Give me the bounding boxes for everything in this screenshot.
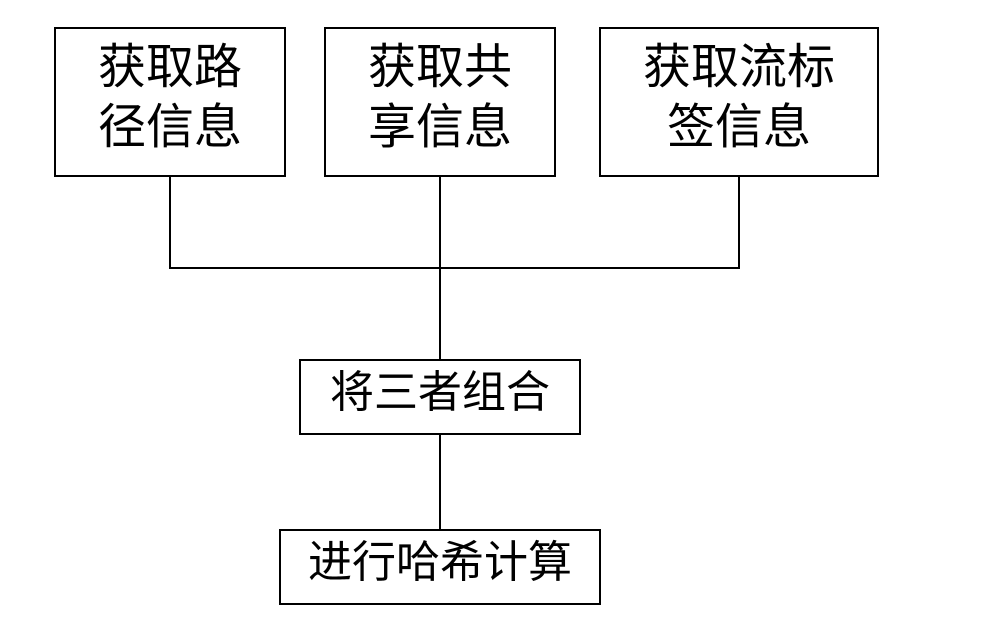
flow-node-label: 将三者组合 bbox=[330, 368, 550, 417]
flow-node-label: 进行哈希计算 bbox=[308, 538, 572, 587]
flow-node-label: 获取共 bbox=[368, 41, 512, 94]
flow-node-label: 径信息 bbox=[98, 101, 242, 154]
flow-node-label: 签信息 bbox=[667, 101, 811, 154]
flow-node-label: 获取流标 bbox=[643, 41, 835, 94]
flow-node-label: 获取路 bbox=[98, 41, 242, 94]
flow-node-label: 享信息 bbox=[368, 101, 512, 154]
flowchart-canvas: 获取路径信息 获取共享信息 获取流标签信息将三者组合进行哈希计算 bbox=[0, 0, 1000, 642]
